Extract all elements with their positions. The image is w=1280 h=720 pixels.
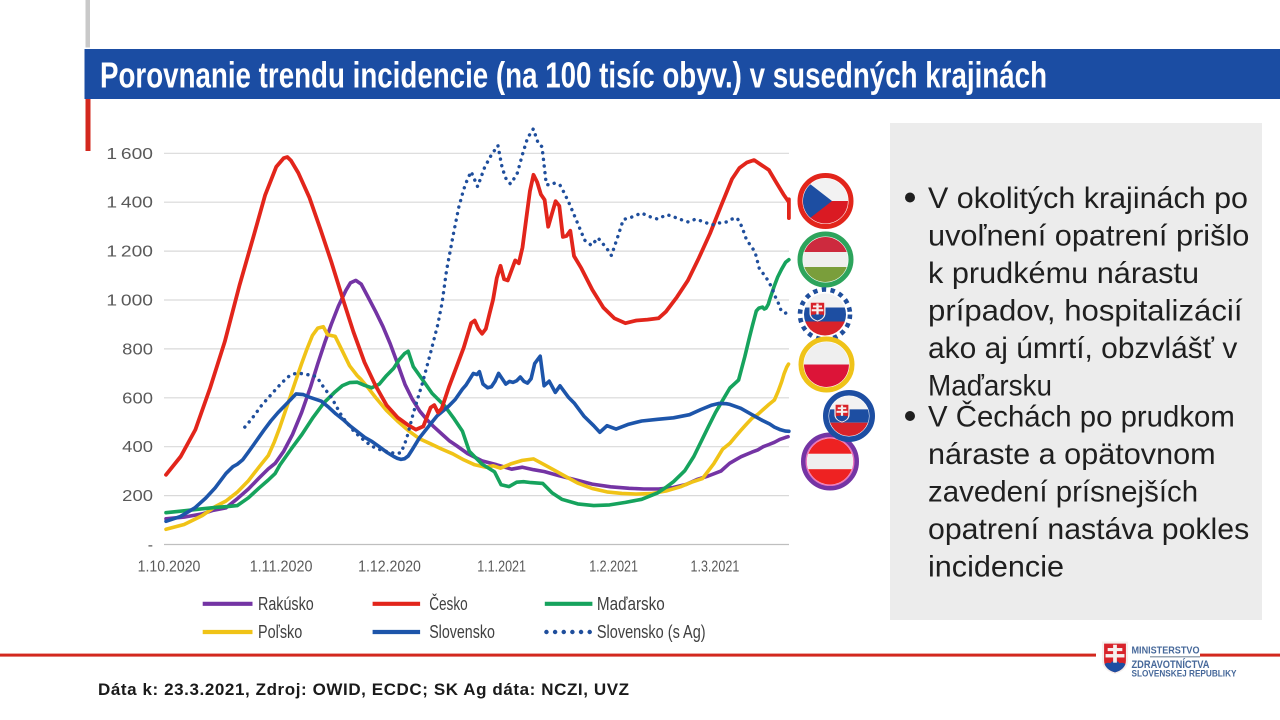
svg-text:Rakúsko: Rakúsko	[258, 594, 314, 614]
svg-text:V okolitých krajinách po: V okolitých krajinách po	[928, 182, 1248, 215]
svg-text:Dáta k: 23.3.2021, Zdroj: OWID: Dáta k: 23.3.2021, Zdroj: OWID, ECDC; SK…	[98, 680, 629, 699]
svg-text:200: 200	[122, 488, 153, 505]
svg-text:-: -	[148, 537, 153, 554]
svg-text:800: 800	[122, 341, 153, 358]
svg-text:zavedení prísnejších: zavedení prísnejších	[928, 475, 1198, 508]
svg-text:1.2.2021: 1.2.2021	[589, 559, 638, 576]
svg-text:1 600: 1 600	[106, 146, 153, 163]
svg-text:1.10.2020: 1.10.2020	[138, 559, 201, 576]
svg-text:SLOVENSKEJ REPUBLIKY: SLOVENSKEJ REPUBLIKY	[1132, 669, 1238, 680]
svg-text:1 200: 1 200	[106, 244, 153, 261]
svg-text:600: 600	[122, 390, 153, 407]
svg-text:Poľsko: Poľsko	[258, 622, 302, 642]
svg-text:400: 400	[122, 439, 153, 456]
svg-text:1 000: 1 000	[106, 293, 153, 310]
svg-text:uvoľnení opatrení prišlo: uvoľnení opatrení prišlo	[928, 219, 1249, 252]
svg-text:1.3.2021: 1.3.2021	[691, 559, 740, 576]
svg-text:V Čechách po prudkom: V Čechách po prudkom	[928, 400, 1235, 434]
svg-text:ako aj úmrtí, obzvlášť v: ako aj úmrtí, obzvlášť v	[928, 332, 1237, 365]
svg-text:Slovensko: Slovensko	[429, 622, 495, 642]
svg-text:Česko: Česko	[429, 593, 468, 614]
svg-text:1 400: 1 400	[106, 195, 153, 212]
svg-text:náraste a opätovnom: náraste a opätovnom	[928, 438, 1216, 471]
svg-text:opatrení nastáva pokles: opatrení nastáva pokles	[928, 513, 1249, 546]
svg-text:1.1.2021: 1.1.2021	[477, 559, 526, 576]
svg-text:k prudkému nárastu: k prudkému nárastu	[928, 257, 1199, 290]
svg-text:Slovensko (s Ag): Slovensko (s Ag)	[597, 622, 706, 642]
svg-text:MINISTERSTVO: MINISTERSTVO	[1132, 646, 1200, 657]
svg-text:prípadov, hospitalizácií: prípadov, hospitalizácií	[928, 294, 1243, 327]
svg-text:Maďarsko: Maďarsko	[597, 594, 665, 614]
svg-text:1.11.2020: 1.11.2020	[250, 559, 313, 576]
svg-text:Maďarsku: Maďarsku	[928, 369, 1052, 402]
svg-text:incidencie: incidencie	[928, 550, 1064, 583]
svg-text:ZDRAVOTNÍCTVA: ZDRAVOTNÍCTVA	[1132, 658, 1210, 671]
svg-text:Porovnanie trendu incidencie (: Porovnanie trendu incidencie (na 100 tis…	[100, 55, 1047, 96]
svg-text:1.12.2020: 1.12.2020	[358, 559, 421, 576]
